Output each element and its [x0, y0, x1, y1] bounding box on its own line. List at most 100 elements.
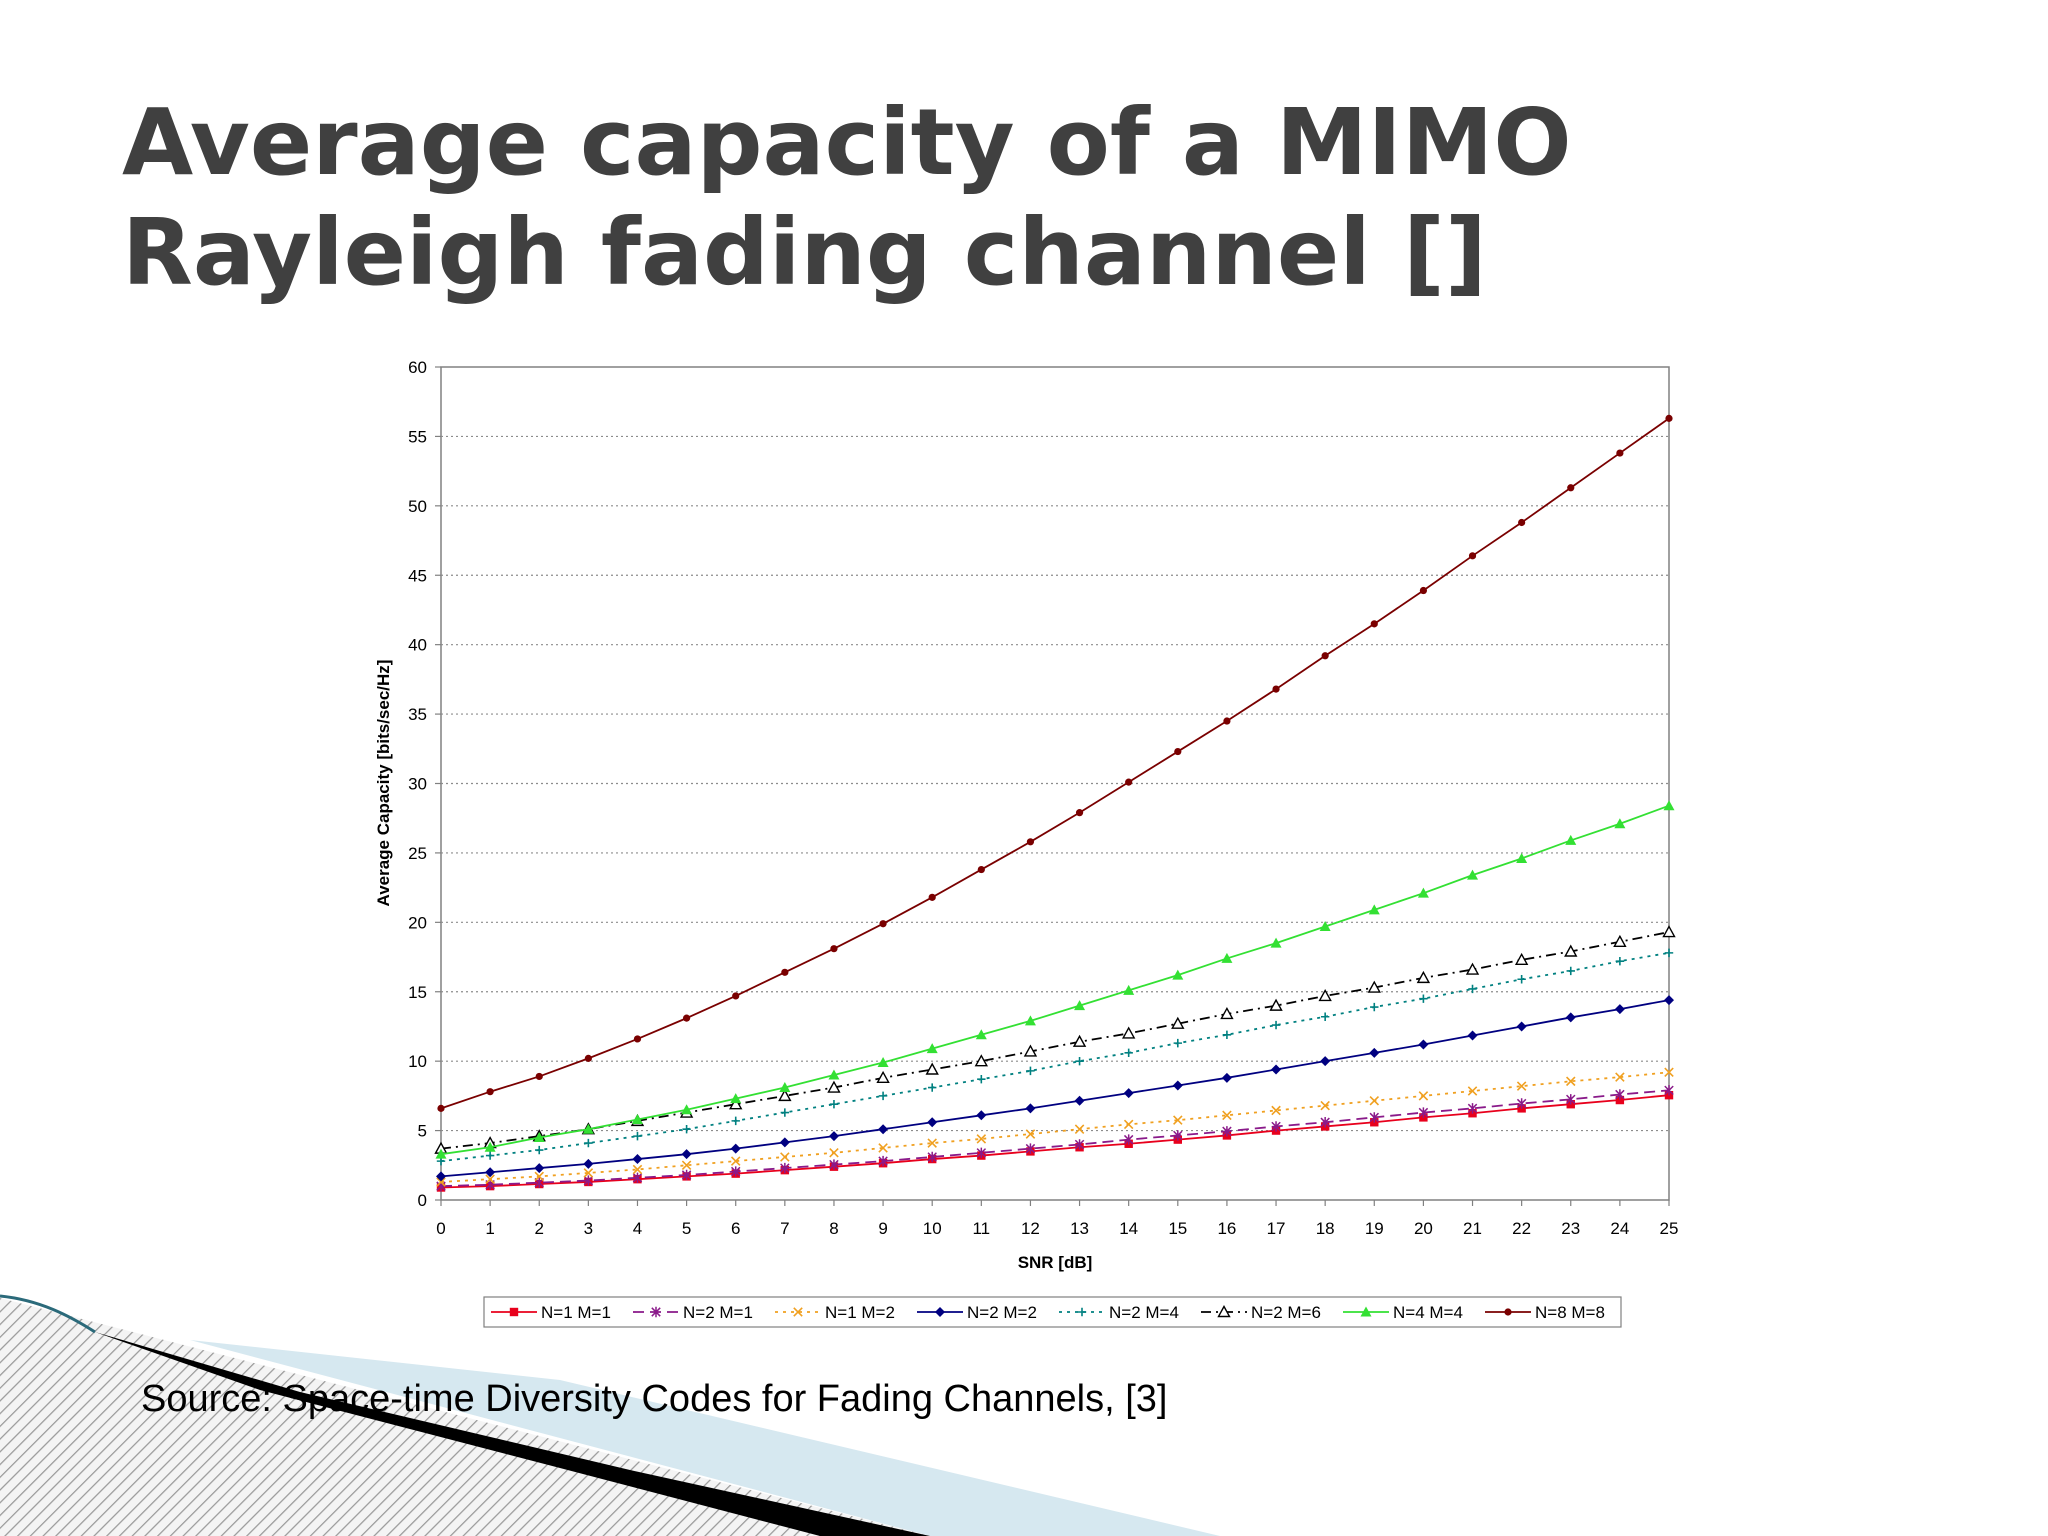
series-line — [440, 1089, 1670, 1188]
data-point — [780, 1108, 790, 1117]
data-point — [681, 1169, 692, 1181]
data-point — [1321, 652, 1329, 660]
data-point — [1271, 1020, 1281, 1030]
data-point — [535, 1145, 544, 1155]
series-n-2-m-1 — [436, 1085, 1674, 1192]
legend-entry: N=8 M=8 — [1485, 1303, 1605, 1322]
x-tick-label: 13 — [1070, 1219, 1089, 1238]
legend-entry: N=1 M=1 — [491, 1303, 611, 1322]
data-point — [1320, 1056, 1331, 1067]
x-tick-label: 12 — [1021, 1219, 1040, 1238]
data-point — [876, 1070, 890, 1084]
data-point — [1271, 1105, 1281, 1116]
data-point — [632, 1154, 643, 1165]
x-axis-title: SNR [dB] — [1018, 1253, 1093, 1272]
legend-swatch-marker — [793, 1307, 803, 1317]
series-n-1-m-2 — [436, 1067, 1674, 1187]
data-point — [1074, 1139, 1085, 1150]
x-tick-label: 19 — [1365, 1219, 1384, 1238]
data-point — [926, 1043, 938, 1054]
data-point — [485, 1167, 496, 1178]
data-point — [632, 1164, 643, 1175]
legend-label: N=2 M=1 — [683, 1303, 753, 1322]
x-tick-label: 0 — [436, 1219, 445, 1238]
series-n-8-m-8 — [437, 414, 1673, 1112]
data-point — [1025, 1129, 1036, 1139]
data-point — [828, 1131, 839, 1142]
data-point — [583, 1175, 594, 1186]
x-tick-label: 10 — [923, 1219, 942, 1238]
data-point — [1222, 1030, 1232, 1039]
data-point — [1269, 998, 1283, 1011]
y-tick-label: 25 — [408, 844, 427, 863]
data-point — [582, 1123, 594, 1134]
data-point — [878, 1155, 888, 1167]
data-point — [1566, 1094, 1576, 1105]
data-point — [927, 1151, 937, 1163]
data-point — [877, 1057, 889, 1068]
series-line — [440, 1094, 1670, 1189]
data-point — [1664, 948, 1674, 958]
data-point — [1173, 1038, 1182, 1048]
series-lines — [434, 414, 1676, 1192]
series-n-2-m-6 — [434, 925, 1676, 1154]
data-point — [1072, 1034, 1087, 1047]
y-tick-label: 0 — [418, 1191, 427, 1210]
x-tick-label: 24 — [1610, 1219, 1629, 1238]
data-point — [1026, 1066, 1035, 1076]
data-point — [436, 1177, 446, 1187]
data-point — [534, 1163, 545, 1174]
slide-title: Average capacity of a MIMO Rayleigh fadi… — [122, 89, 1572, 306]
data-point — [1419, 586, 1427, 595]
data-point — [485, 1174, 495, 1184]
data-point — [1221, 1072, 1232, 1083]
x-tick-label: 7 — [780, 1219, 789, 1238]
data-point — [1516, 1021, 1527, 1032]
legend-swatch-marker — [1504, 1308, 1512, 1316]
data-point — [1025, 1143, 1036, 1154]
legend-label: N=1 M=1 — [541, 1303, 611, 1322]
data-point — [631, 1113, 643, 1124]
data-point — [1173, 1115, 1183, 1125]
data-point — [534, 1171, 545, 1182]
data-point — [1567, 484, 1575, 492]
data-point — [1171, 1016, 1185, 1029]
data-point — [1221, 952, 1233, 963]
data-point — [976, 1134, 987, 1144]
data-point — [681, 1104, 693, 1115]
data-point — [437, 1104, 445, 1112]
data-point — [780, 1162, 790, 1174]
data-point — [1173, 1130, 1183, 1141]
data-point — [1517, 975, 1526, 984]
data-point — [730, 1093, 742, 1104]
y-tick-label: 20 — [408, 913, 427, 932]
data-point — [731, 1116, 740, 1126]
data-point — [976, 1110, 987, 1121]
data-point — [1516, 1081, 1527, 1091]
x-tick-label: 11 — [972, 1219, 990, 1238]
data-point — [1123, 1119, 1134, 1130]
data-point — [927, 1138, 937, 1148]
data-point — [1663, 800, 1675, 811]
series-n-2-m-4 — [436, 948, 1674, 1166]
data-point — [435, 1148, 447, 1159]
legend-swatch-marker — [509, 1307, 519, 1317]
legend-box — [483, 1296, 1622, 1328]
data-point — [1614, 1004, 1625, 1015]
data-point — [1418, 1107, 1429, 1118]
data-point — [1665, 414, 1673, 422]
data-point — [1565, 834, 1577, 845]
data-point — [1369, 1047, 1380, 1058]
data-point — [1172, 969, 1184, 980]
data-point — [583, 1168, 594, 1178]
x-tick-label: 21 — [1463, 1219, 1482, 1238]
data-point — [781, 968, 789, 976]
data-point — [1123, 984, 1135, 995]
data-point — [878, 1091, 888, 1101]
data-point — [1272, 685, 1280, 693]
data-point — [977, 865, 985, 874]
data-point — [1664, 1067, 1674, 1078]
data-point — [1564, 944, 1578, 957]
data-point — [1514, 952, 1529, 966]
legend-entry: N=2 M=1 — [633, 1303, 753, 1322]
